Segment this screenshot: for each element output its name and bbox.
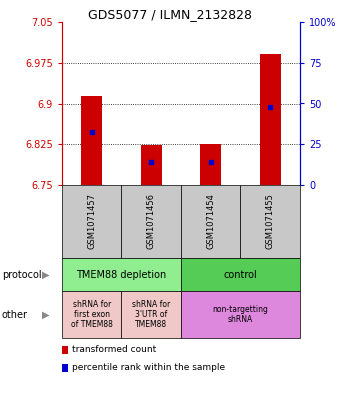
Text: transformed count: transformed count: [71, 345, 156, 354]
Bar: [200, 144, 221, 185]
Bar: [260, 53, 280, 185]
Text: GDS5077 / ILMN_2132828: GDS5077 / ILMN_2132828: [88, 8, 252, 21]
Bar: [141, 145, 162, 185]
Text: percentile rank within the sample: percentile rank within the sample: [71, 364, 225, 373]
Text: shRNA for
first exon
of TMEM88: shRNA for first exon of TMEM88: [71, 299, 113, 329]
Text: GSM1071457: GSM1071457: [87, 193, 96, 250]
Text: protocol: protocol: [2, 270, 41, 279]
Text: ▶: ▶: [42, 270, 50, 279]
Text: ▶: ▶: [42, 310, 50, 320]
Text: other: other: [2, 310, 28, 320]
Text: control: control: [224, 270, 257, 279]
Text: GSM1071456: GSM1071456: [147, 193, 156, 250]
Text: TMEM88 depletion: TMEM88 depletion: [76, 270, 167, 279]
Text: shRNA for
3'UTR of
TMEM88: shRNA for 3'UTR of TMEM88: [132, 299, 170, 329]
Text: GSM1071454: GSM1071454: [206, 194, 215, 250]
Text: GSM1071455: GSM1071455: [266, 194, 275, 250]
Text: non-targetting
shRNA: non-targetting shRNA: [212, 305, 269, 324]
Bar: [81, 96, 102, 185]
